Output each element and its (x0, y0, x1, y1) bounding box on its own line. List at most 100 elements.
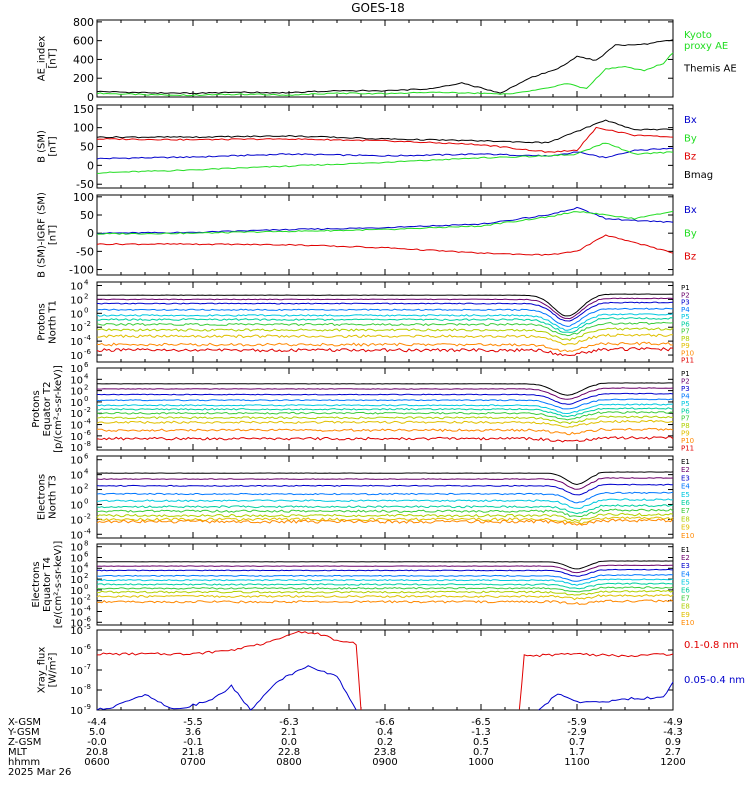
legend-label-p8: P8 (681, 335, 690, 343)
y-tick-label: 10 (70, 486, 83, 497)
series-line-bx (96, 147, 674, 160)
legend-label-p9: P9 (681, 342, 690, 350)
legend-label: Kyoto (684, 30, 712, 41)
legend-label: Bmag (684, 170, 713, 181)
x-axis-value: -6.6 (375, 717, 395, 728)
x-axis-row-label: Z-GSM (8, 737, 41, 748)
channel-line-p7 (96, 321, 674, 337)
y-tick-label: 10 (70, 432, 83, 443)
x-axis-value: 2.1 (281, 727, 297, 738)
legend-label-p2: P2 (681, 291, 690, 299)
y-tick-label: 10 (70, 421, 83, 432)
legend-label-e4: E4 (681, 570, 690, 578)
channel-line-p2 (96, 297, 674, 320)
legend-label-e3: E3 (681, 562, 690, 570)
legend-label-e3: E3 (681, 474, 690, 482)
legend-label-p4: P4 (681, 392, 690, 400)
y-tick-exponent: -5 (84, 623, 91, 631)
y-tick-label: 150 (73, 103, 94, 116)
legend-label-e7: E7 (681, 595, 690, 603)
y-tick-label: 0 (87, 227, 94, 240)
y-axis-label: B (SM)-IGRF (SM) (37, 192, 48, 278)
y-tick-exponent: 2 (84, 384, 88, 392)
x-axis-value: 0.9 (665, 737, 681, 748)
y-tick-exponent: 4 (84, 278, 89, 286)
x-axis-value: -2.9 (567, 727, 587, 738)
y-tick-label: 50 (80, 141, 94, 154)
legend-label-e5: E5 (681, 491, 690, 499)
channel-line-p3 (96, 301, 674, 322)
channel-line-e1 (96, 471, 674, 486)
y-tick-label: 10 (70, 398, 83, 409)
legend-label: By (684, 228, 697, 239)
x-axis-value: 20.8 (86, 747, 108, 758)
y-tick-label: 10 (70, 295, 83, 306)
channel-line-e6 (96, 582, 674, 590)
y-tick-exponent: -2 (84, 594, 91, 602)
x-axis-row-label: hhmm (8, 757, 40, 768)
y-tick-exponent: -8 (84, 440, 91, 448)
legend-label: Bz (684, 152, 696, 163)
x-axis-value: -4.9 (663, 717, 683, 728)
legend-label-e1: E1 (681, 458, 690, 466)
legend-label-p3: P3 (681, 299, 690, 307)
channel-line-p9 (97, 333, 673, 346)
panel-bigrf: -100 -50 0 50 100 B (SM)-IGRF (SM) [nT] Bx By Bz (37, 191, 697, 278)
y-tick-label: 10 (70, 515, 83, 526)
channel-line-p3 (97, 392, 674, 405)
channel-line-e2 (96, 564, 673, 574)
channel-line-e10 (96, 599, 674, 606)
y-tick-exponent: -6 (84, 348, 92, 356)
legend-label-e9: E9 (681, 524, 690, 532)
y-tick-label: 10 (70, 597, 83, 608)
channel-line-p5 (96, 313, 674, 331)
y-axis-label: [nT] (48, 225, 59, 245)
legend-label-p7: P7 (681, 328, 690, 336)
channel-line-p7 (96, 411, 674, 421)
y-tick-exponent: 4 (84, 561, 89, 569)
series-line-0-05-0-4-nm (96, 665, 674, 711)
channel-line-e5 (96, 498, 674, 510)
y-axis-label: Xray_flux (37, 647, 48, 694)
legend-label-e2: E2 (681, 554, 690, 562)
y-tick-exponent: -6 (84, 429, 92, 437)
y-axis-label: Protons (31, 390, 42, 427)
y-tick-label: 10 (70, 646, 83, 657)
legend-label: 0.1-0.8 nm (684, 640, 739, 651)
legend-label-p5: P5 (681, 313, 690, 321)
y-tick-exponent: 0 (84, 583, 88, 591)
y-tick-label: 600 (73, 35, 94, 48)
channel-line-e6 (96, 504, 674, 515)
y-axis-label: North T3 (48, 475, 59, 519)
legend-label-e2: E2 (681, 466, 690, 474)
channel-line-p6 (96, 317, 674, 333)
y-tick-label: 10 (70, 309, 83, 320)
panel-frame (96, 104, 674, 189)
y-tick-label: 10 (70, 608, 83, 619)
y-axis-label: Equator T2 (42, 382, 53, 437)
y-tick-label: 0 (87, 91, 94, 104)
y-tick-label: 10 (70, 530, 83, 541)
x-axis-value: 0.4 (377, 727, 393, 738)
y-axis-label: [e/(cm²-s-sr-keV)] (53, 541, 64, 629)
y-axis-label: [nT] (48, 48, 59, 68)
y-axis-label: [W/m²] (48, 652, 59, 687)
series-line-bz (96, 126, 674, 153)
y-tick-exponent: -7 (84, 663, 91, 671)
legend-label-e1: E1 (681, 546, 690, 554)
y-tick-exponent: -2 (84, 406, 91, 414)
channel-line-p11 (96, 347, 674, 357)
y-tick-label: 100 (73, 191, 94, 204)
y-axis-label: Electrons (37, 474, 48, 520)
channel-line-p10 (97, 427, 674, 436)
date-label: 2025 Mar 26 (8, 767, 71, 778)
x-axis-value: 0800 (276, 757, 301, 768)
legend-label-e7: E7 (681, 507, 690, 515)
legend-label-p4: P4 (681, 306, 690, 314)
legend-label-e10: E10 (681, 532, 694, 540)
y-tick-exponent: 4 (84, 372, 89, 380)
y-tick-label: 10 (70, 666, 83, 677)
series-line-themis-ae (96, 39, 674, 95)
x-axis-value: -6.3 (279, 717, 299, 728)
